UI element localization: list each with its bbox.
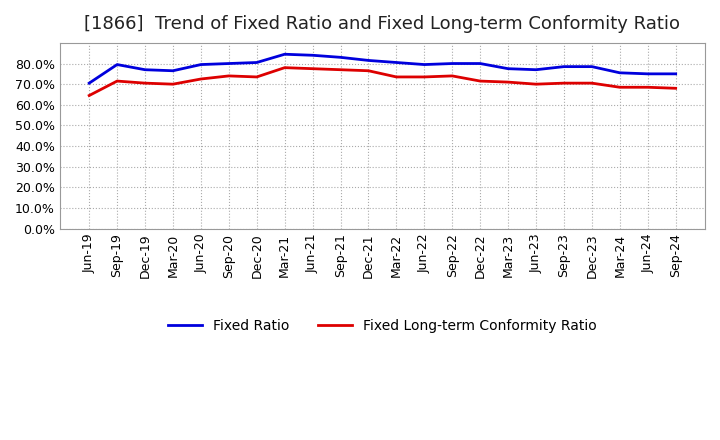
Fixed Ratio xyxy=(280,51,289,57)
Fixed Long-term Conformity Ratio xyxy=(197,77,205,82)
Fixed Ratio xyxy=(531,67,540,72)
Fixed Long-term Conformity Ratio xyxy=(504,80,513,85)
Fixed Ratio xyxy=(197,62,205,67)
Fixed Ratio xyxy=(113,62,122,67)
Fixed Ratio xyxy=(253,60,261,65)
Line: Fixed Long-term Conformity Ratio: Fixed Long-term Conformity Ratio xyxy=(89,68,675,95)
Fixed Ratio xyxy=(476,61,485,66)
Fixed Ratio xyxy=(559,64,568,69)
Fixed Long-term Conformity Ratio xyxy=(140,81,149,86)
Fixed Long-term Conformity Ratio xyxy=(588,81,596,86)
Fixed Ratio xyxy=(616,70,624,75)
Fixed Ratio xyxy=(671,71,680,77)
Fixed Long-term Conformity Ratio xyxy=(420,74,428,80)
Fixed Long-term Conformity Ratio xyxy=(225,73,233,79)
Fixed Ratio xyxy=(644,71,652,77)
Fixed Long-term Conformity Ratio xyxy=(280,65,289,70)
Fixed Ratio xyxy=(140,67,149,72)
Line: Fixed Ratio: Fixed Ratio xyxy=(89,54,675,83)
Title: [1866]  Trend of Fixed Ratio and Fixed Long-term Conformity Ratio: [1866] Trend of Fixed Ratio and Fixed Lo… xyxy=(84,15,680,33)
Fixed Ratio xyxy=(392,60,401,65)
Fixed Long-term Conformity Ratio xyxy=(448,73,456,79)
Fixed Long-term Conformity Ratio xyxy=(364,68,373,73)
Fixed Ratio xyxy=(336,55,345,60)
Fixed Ratio xyxy=(168,68,177,73)
Legend: Fixed Ratio, Fixed Long-term Conformity Ratio: Fixed Ratio, Fixed Long-term Conformity … xyxy=(162,314,603,339)
Fixed Long-term Conformity Ratio xyxy=(616,84,624,90)
Fixed Long-term Conformity Ratio xyxy=(85,93,94,98)
Fixed Ratio xyxy=(85,81,94,86)
Fixed Ratio xyxy=(225,61,233,66)
Fixed Long-term Conformity Ratio xyxy=(308,66,317,71)
Fixed Long-term Conformity Ratio xyxy=(671,86,680,91)
Fixed Long-term Conformity Ratio xyxy=(168,81,177,87)
Fixed Long-term Conformity Ratio xyxy=(392,74,401,80)
Fixed Ratio xyxy=(308,53,317,58)
Fixed Long-term Conformity Ratio xyxy=(113,78,122,84)
Fixed Long-term Conformity Ratio xyxy=(531,81,540,87)
Fixed Long-term Conformity Ratio xyxy=(644,84,652,90)
Fixed Long-term Conformity Ratio xyxy=(476,78,485,84)
Fixed Long-term Conformity Ratio xyxy=(559,81,568,86)
Fixed Ratio xyxy=(588,64,596,69)
Fixed Ratio xyxy=(448,61,456,66)
Fixed Ratio xyxy=(364,58,373,63)
Fixed Long-term Conformity Ratio xyxy=(336,67,345,72)
Fixed Ratio xyxy=(420,62,428,67)
Fixed Long-term Conformity Ratio xyxy=(253,74,261,80)
Fixed Ratio xyxy=(504,66,513,71)
